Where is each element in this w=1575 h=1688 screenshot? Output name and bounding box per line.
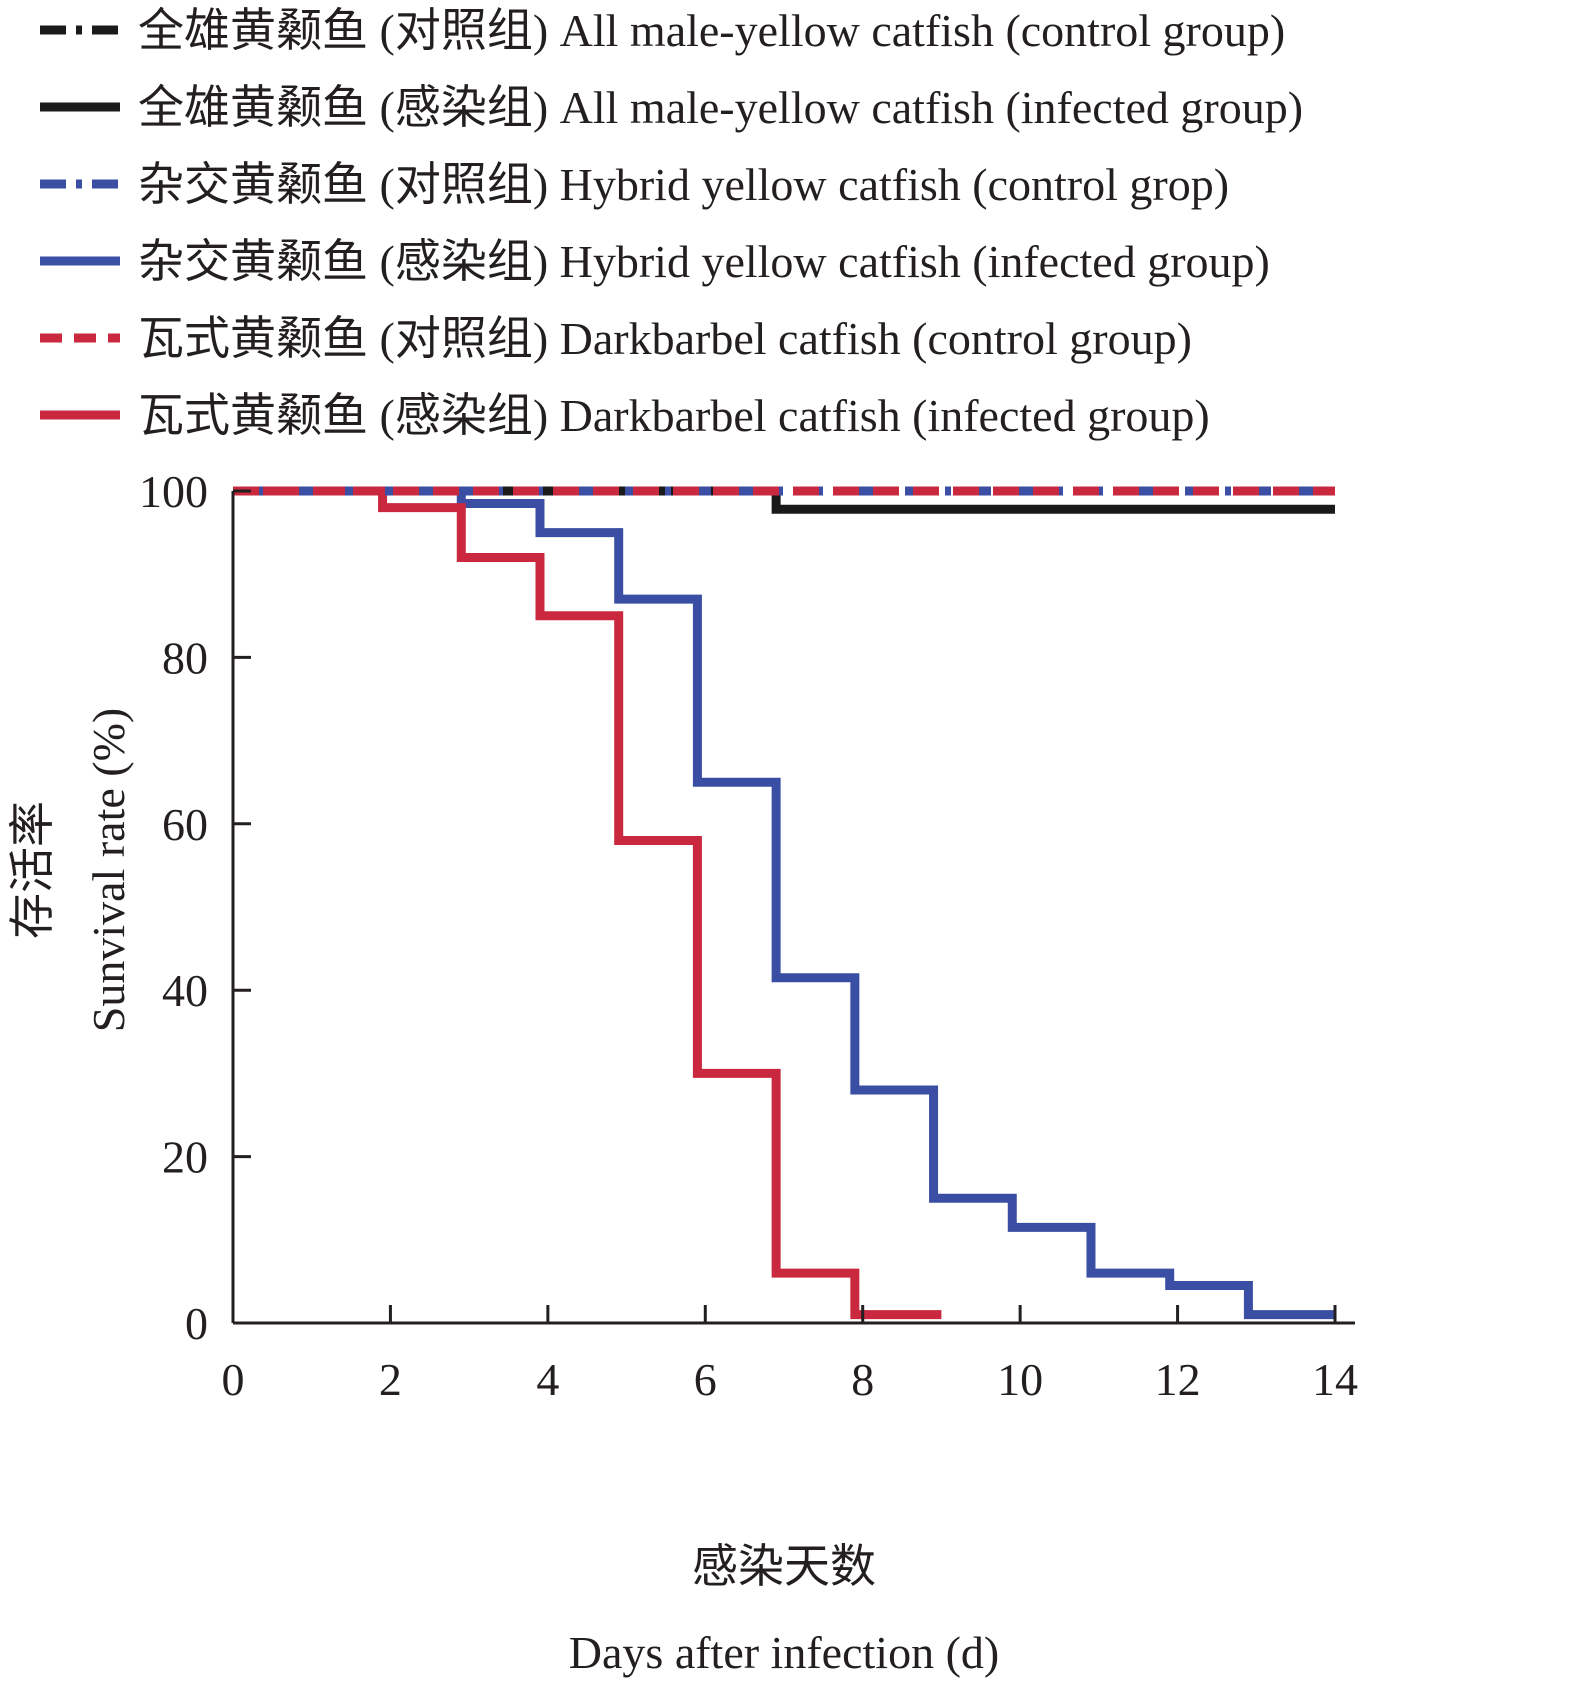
y-ticks: 0 20 40 60 80 100 bbox=[139, 466, 251, 1349]
legend-label-4: 瓦式黄颡鱼 (对照组) Darkbarbel catfish (control … bbox=[138, 313, 1192, 364]
y-tick-label: 40 bbox=[162, 965, 208, 1016]
x-tick-label: 6 bbox=[694, 1354, 717, 1405]
y-tick-label: 80 bbox=[162, 632, 208, 683]
y-tick-label: 20 bbox=[162, 1132, 208, 1183]
legend: 全雄黄颡鱼 (对照组) All male-yellow catfish (con… bbox=[40, 5, 1303, 441]
y-axis-title-cn: 存活率 bbox=[7, 801, 58, 939]
x-tick-label: 4 bbox=[536, 1354, 559, 1405]
x-tick-label: 12 bbox=[1155, 1354, 1201, 1405]
x-tick-label: 0 bbox=[222, 1354, 245, 1405]
legend-label-0: 全雄黄颡鱼 (对照组) All male-yellow catfish (con… bbox=[138, 5, 1285, 56]
x-tick-label: 8 bbox=[851, 1354, 874, 1405]
x-tick-label: 14 bbox=[1312, 1354, 1358, 1405]
x-tick-label: 10 bbox=[997, 1354, 1043, 1405]
y-tick-label: 60 bbox=[162, 799, 208, 850]
legend-label-3: 杂交黄颡鱼 (感染组) Hybrid yellow catfish (infec… bbox=[138, 236, 1270, 287]
y-axis-title: Sunvival rate (%) bbox=[83, 708, 134, 1032]
legend-label-2: 杂交黄颡鱼 (对照组) Hybrid yellow catfish (contr… bbox=[138, 159, 1229, 210]
x-tick-label: 2 bbox=[379, 1354, 402, 1405]
plot-area: 0 20 40 60 80 100 0 2 4 6 8 10 12 14 bbox=[139, 466, 1358, 1405]
x-axis-title: Days after infection (d) bbox=[569, 1627, 999, 1678]
series-line-1 bbox=[233, 486, 1335, 514]
x-ticks: 0 2 4 6 8 10 12 14 bbox=[222, 1305, 1358, 1405]
series-line-3 bbox=[233, 486, 1335, 1320]
series-layer bbox=[233, 486, 1335, 1320]
legend-label-5: 瓦式黄颡鱼 (感染组) Darkbarbel catfish (infected… bbox=[138, 390, 1210, 441]
legend-label-1: 全雄黄颡鱼 (感染组) All male-yellow catfish (inf… bbox=[138, 82, 1303, 133]
y-tick-label: 0 bbox=[185, 1298, 208, 1349]
y-tick-label: 100 bbox=[139, 466, 208, 517]
x-axis-title-cn: 感染天数 bbox=[692, 1541, 876, 1592]
series-line-5 bbox=[233, 486, 942, 1320]
